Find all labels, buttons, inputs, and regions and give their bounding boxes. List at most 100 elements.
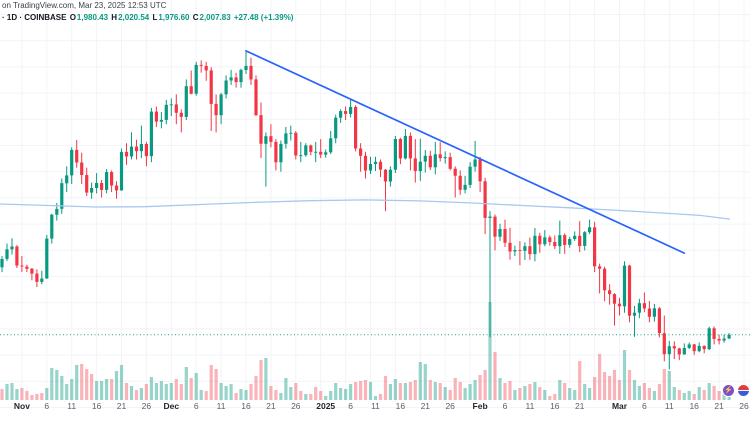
candle bbox=[224, 75, 228, 99]
candle bbox=[533, 228, 537, 262]
volume-bar bbox=[119, 365, 124, 400]
candle bbox=[608, 284, 612, 305]
candle bbox=[722, 334, 726, 343]
volume-bar bbox=[383, 376, 388, 400]
volume-bar bbox=[473, 380, 477, 400]
candle bbox=[682, 343, 686, 355]
candle bbox=[528, 237, 532, 260]
candle bbox=[164, 99, 168, 125]
candle bbox=[234, 72, 238, 88]
candle bbox=[568, 236, 572, 248]
candle bbox=[134, 139, 139, 160]
volume-bar bbox=[214, 369, 218, 400]
volume-bar bbox=[443, 387, 447, 400]
volume-bar bbox=[339, 388, 343, 400]
volume-bar bbox=[503, 383, 507, 400]
candle bbox=[622, 261, 627, 313]
candle bbox=[144, 141, 148, 167]
volume-bar bbox=[468, 384, 472, 400]
volume-bar bbox=[224, 386, 228, 400]
candle bbox=[702, 345, 706, 354]
volume-bar bbox=[528, 384, 532, 400]
flag-emoji-badge[interactable] bbox=[737, 384, 750, 397]
candle bbox=[398, 137, 402, 165]
volume-bar bbox=[418, 362, 422, 400]
volume-bar bbox=[558, 380, 562, 400]
change-value: +27.48 (+1.39%) bbox=[233, 13, 294, 22]
volume-bar bbox=[493, 352, 497, 400]
candle bbox=[359, 143, 363, 172]
volume-bar bbox=[448, 390, 452, 400]
volume-bar bbox=[682, 393, 686, 400]
candle bbox=[90, 182, 94, 199]
candle bbox=[652, 304, 656, 322]
candle bbox=[403, 129, 407, 160]
candle bbox=[199, 60, 203, 73]
time-axis-label: 21 bbox=[266, 401, 276, 411]
time-axis-label: 11 bbox=[217, 401, 226, 411]
candle bbox=[70, 147, 74, 184]
high-label: H bbox=[111, 13, 118, 22]
trendline[interactable] bbox=[245, 50, 686, 254]
volume-bar bbox=[229, 384, 233, 400]
time-axis-label: 11 bbox=[371, 401, 380, 411]
candle bbox=[627, 264, 632, 323]
volume-bar bbox=[269, 386, 273, 400]
symbol-ohlc-line: · 1D · COINBASE O1,980.43 H2,020.54 L1,9… bbox=[2, 12, 294, 23]
candle bbox=[697, 342, 701, 353]
lightning-emoji-badge[interactable]: ⚡ bbox=[722, 384, 735, 397]
volume-bar bbox=[617, 380, 622, 400]
volume-bar bbox=[593, 377, 597, 400]
volume-bar bbox=[244, 390, 248, 400]
candle bbox=[119, 148, 124, 191]
candle bbox=[239, 68, 243, 88]
volume-bar bbox=[354, 382, 358, 400]
candle bbox=[129, 132, 134, 160]
volume-bar bbox=[35, 394, 39, 400]
candle bbox=[553, 235, 557, 250]
volume-bar bbox=[563, 383, 567, 400]
volume-bar bbox=[672, 387, 676, 400]
volume-bar bbox=[603, 372, 607, 400]
volume-bar bbox=[20, 388, 24, 400]
time-axis-label: 11 bbox=[67, 401, 76, 411]
candle bbox=[393, 136, 397, 174]
volume-bar bbox=[60, 376, 64, 400]
candle bbox=[712, 326, 716, 345]
candle bbox=[373, 156, 378, 171]
candle bbox=[35, 269, 39, 287]
candle bbox=[0, 256, 4, 273]
volume-bar bbox=[707, 383, 711, 400]
volume-bar bbox=[80, 364, 84, 400]
candle bbox=[349, 99, 353, 118]
low-value: 1,976.60 bbox=[158, 13, 190, 22]
volume-bar bbox=[458, 382, 462, 400]
volume-bar bbox=[40, 393, 44, 400]
volume-bar bbox=[428, 380, 432, 400]
volume-bar bbox=[344, 389, 348, 400]
candle bbox=[657, 307, 661, 338]
grid-lines bbox=[0, 0, 750, 408]
volume-bar bbox=[0, 389, 4, 400]
volume-bar bbox=[65, 384, 69, 400]
candle bbox=[408, 132, 412, 171]
volume-layer bbox=[0, 302, 731, 400]
candle bbox=[717, 334, 721, 345]
candle bbox=[503, 219, 507, 247]
volume-bar bbox=[239, 389, 243, 400]
candle bbox=[324, 149, 328, 158]
candle bbox=[189, 70, 193, 95]
volume-bar bbox=[463, 388, 467, 400]
volume-bar bbox=[687, 391, 691, 400]
candle bbox=[558, 220, 562, 254]
time-axis-label: Mar bbox=[612, 401, 628, 411]
candle bbox=[483, 177, 487, 235]
volume-bar bbox=[304, 394, 308, 400]
candle bbox=[254, 75, 258, 117]
volume-bar bbox=[289, 387, 293, 400]
candle bbox=[149, 107, 153, 163]
volume-bar bbox=[533, 382, 537, 400]
volume-bar bbox=[657, 384, 661, 400]
volume-bar bbox=[622, 350, 627, 400]
